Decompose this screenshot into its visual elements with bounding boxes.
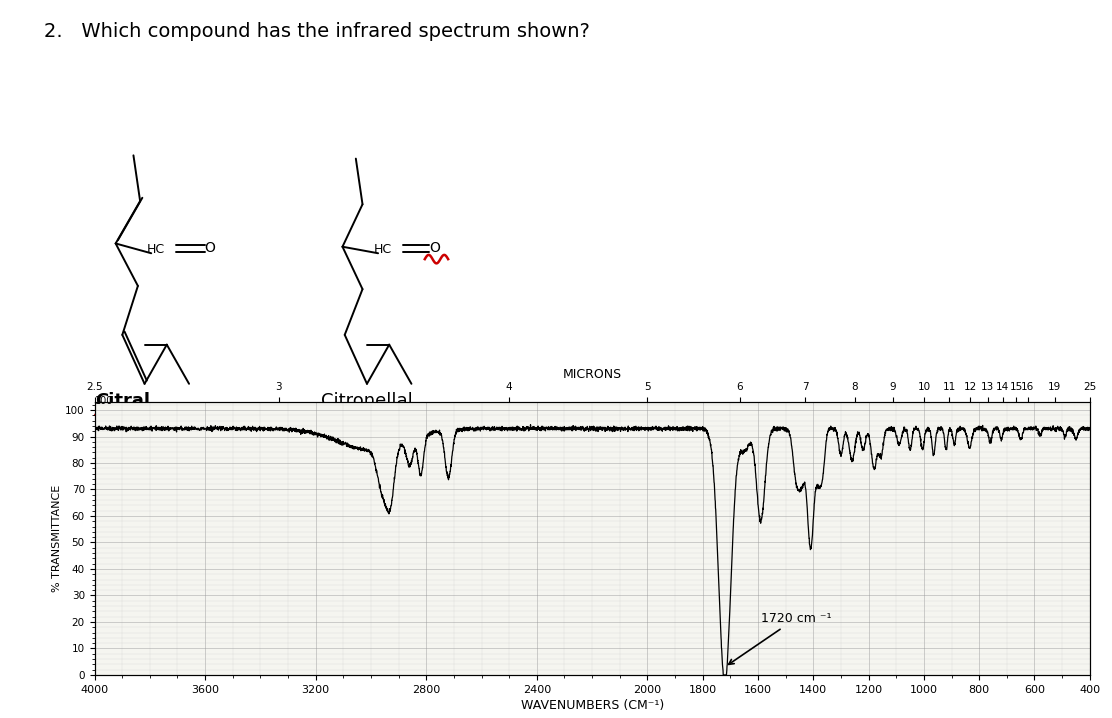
Text: 2.   Which compound has the infrared spectrum shown?: 2. Which compound has the infrared spect… [44,22,590,40]
Text: HC: HC [374,243,391,256]
Text: 100: 100 [95,396,113,406]
Text: O: O [205,241,216,256]
Text: O: O [429,241,440,256]
Text: Citronellal: Citronellal [321,392,413,410]
Y-axis label: % TRANSMITTANCE: % TRANSMITTANCE [52,485,62,592]
X-axis label: WAVENUMBERS (CM⁻¹): WAVENUMBERS (CM⁻¹) [520,699,664,712]
Text: 1720 cm ⁻¹: 1720 cm ⁻¹ [728,612,832,664]
Text: HC: HC [147,243,165,256]
X-axis label: MICRONS: MICRONS [563,368,622,381]
Text: Citral: Citral [95,392,150,410]
